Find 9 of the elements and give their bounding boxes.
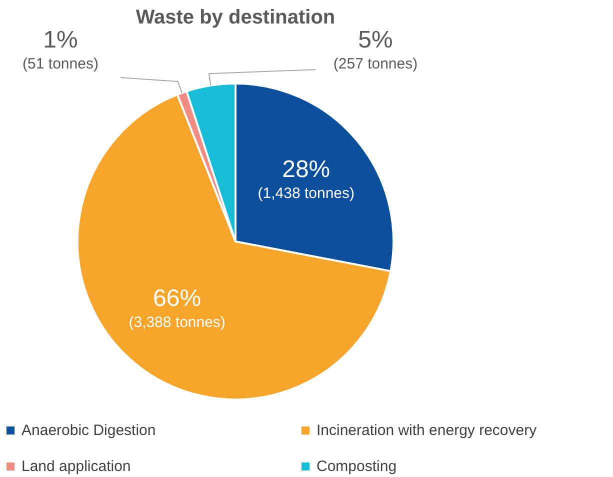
legend-label: Composting [316, 458, 397, 475]
data-label: 66% (3,388 tonnes) [128, 285, 226, 332]
data-label: 5% (257 tonnes) [333, 26, 418, 72]
legend-label: Anaerobic Digestion [22, 422, 156, 439]
data-label: 1% (51 tonnes) [22, 26, 98, 72]
chart-title: Waste by destination [136, 6, 336, 28]
legend-label: Incineration with energy recovery [316, 422, 538, 439]
data-label: 28% (1,438 tonnes) [258, 156, 354, 202]
legend-label: Land application [22, 458, 131, 475]
